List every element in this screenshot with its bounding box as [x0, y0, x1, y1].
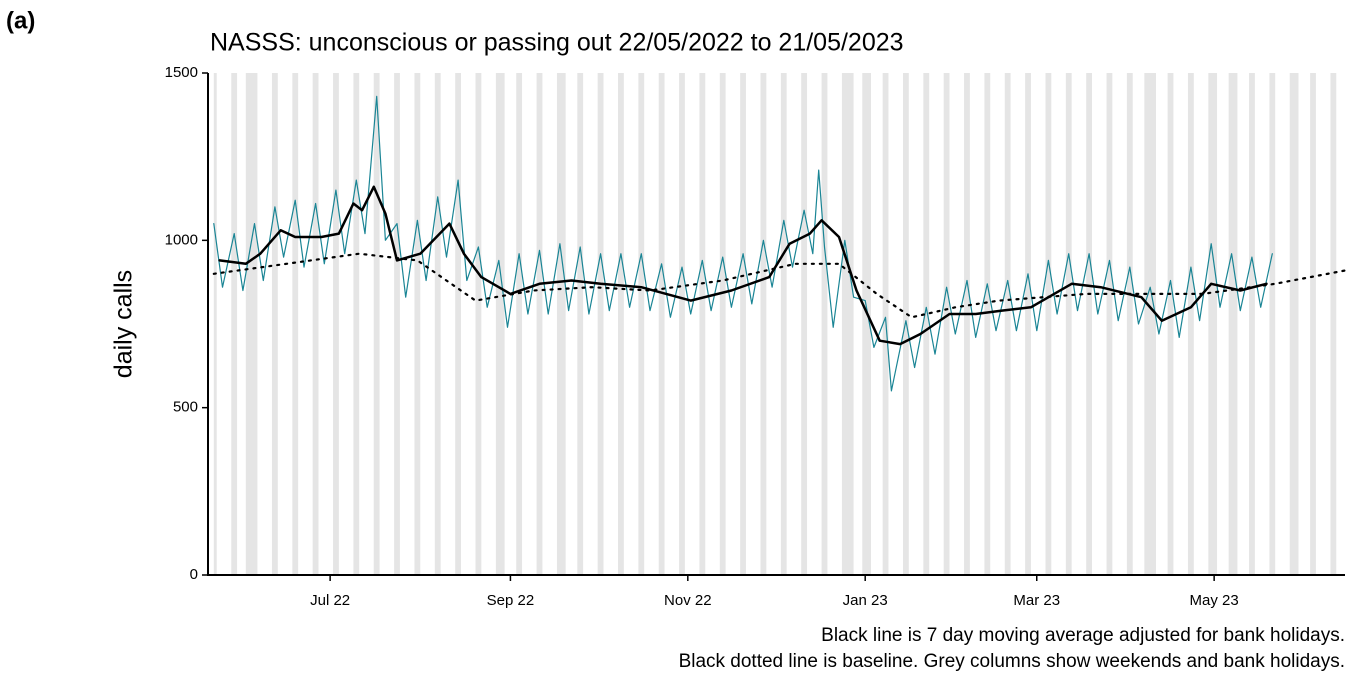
shaded-column	[964, 73, 970, 575]
shaded-column	[780, 73, 787, 575]
shaded-column	[740, 73, 746, 575]
shaded-column	[760, 73, 767, 575]
x-tick-label: Jul 22	[310, 592, 350, 609]
shaded-column	[475, 73, 482, 575]
shaded-column	[821, 73, 828, 575]
shaded-column	[1167, 73, 1174, 575]
shaded-column	[1330, 73, 1337, 575]
shaded-column	[213, 73, 217, 575]
shaded-column	[1004, 73, 1011, 575]
x-tick-label: Mar 23	[1013, 592, 1060, 609]
note: Black dotted line is baseline. Grey colu…	[679, 651, 1345, 672]
note: Black line is 7 day moving average adjus…	[821, 625, 1345, 646]
series-line	[212, 252, 1347, 319]
shaded-column	[516, 73, 523, 575]
x-tick-label: Jan 23	[843, 592, 888, 609]
shaded-column	[1106, 73, 1113, 575]
chart-title: NASSS: unconscious or passing out 22/05/…	[210, 29, 904, 57]
shaded-column	[1065, 73, 1072, 575]
shaded-column	[801, 73, 808, 575]
shaded-column	[719, 73, 726, 575]
shaded-column	[1045, 73, 1052, 575]
shaded-column	[353, 73, 360, 575]
x-tick-label: May 23	[1190, 592, 1239, 609]
shaded-column	[1144, 73, 1156, 575]
shaded-column	[577, 73, 584, 575]
lines	[212, 95, 1347, 392]
shaded-column	[556, 73, 566, 575]
shaded-column	[333, 73, 339, 575]
shaded-column	[495, 73, 505, 575]
shaded-column	[231, 73, 238, 575]
shaded-column	[984, 73, 991, 575]
shaded-column	[841, 73, 854, 575]
shaded-column	[862, 73, 872, 575]
shaded-column	[1025, 73, 1031, 575]
shaded-column	[1228, 73, 1238, 575]
series-line	[218, 185, 1268, 346]
y-tick-label: 1000	[165, 231, 198, 248]
shaded-column	[943, 73, 950, 575]
x-tick-label: Nov 22	[664, 592, 712, 609]
shaded-column	[434, 73, 441, 575]
shaded-column	[245, 73, 258, 575]
shaded-column	[373, 73, 380, 575]
shaded-column	[1187, 73, 1194, 575]
shaded-column	[536, 73, 543, 575]
shaded-column	[394, 73, 400, 575]
shaded-columns	[213, 73, 1337, 575]
y-tick-label: 500	[173, 399, 198, 416]
shaded-column	[1126, 73, 1133, 575]
shaded-column	[679, 73, 685, 575]
shaded-column	[923, 73, 930, 575]
shaded-column	[618, 73, 624, 575]
shaded-column	[414, 73, 421, 575]
shaded-column	[1289, 73, 1299, 575]
y-tick-label: 1500	[165, 64, 198, 81]
shaded-column	[1310, 73, 1316, 575]
shaded-column	[699, 73, 706, 575]
shaded-column	[455, 73, 461, 575]
shaded-column	[902, 73, 909, 575]
shaded-column	[1249, 73, 1255, 575]
x-tick-label: Sep 22	[487, 592, 535, 609]
shaded-column	[1269, 73, 1276, 575]
y-axis-label: daily calls	[110, 270, 138, 378]
y-tick-label: 0	[190, 566, 198, 583]
shaded-column	[597, 73, 604, 575]
shaded-column	[638, 73, 645, 575]
shaded-column	[312, 73, 319, 575]
shaded-column	[658, 73, 665, 575]
shaded-column	[292, 73, 299, 575]
panel-label: (a)	[6, 7, 35, 34]
shaded-column	[1208, 73, 1218, 575]
shaded-column	[271, 73, 278, 575]
shaded-column	[1086, 73, 1093, 575]
